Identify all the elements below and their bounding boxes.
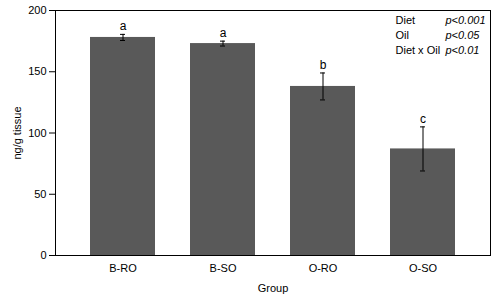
svg-text:Oil: Oil — [396, 29, 409, 41]
svg-text:p<0.001: p<0.001 — [445, 14, 486, 26]
svg-text:B-RO: B-RO — [109, 262, 137, 274]
svg-text:a: a — [220, 26, 227, 40]
svg-text:100: 100 — [28, 127, 46, 139]
svg-text:b: b — [320, 58, 327, 72]
svg-text:50: 50 — [34, 188, 46, 200]
svg-text:p<0.05: p<0.05 — [445, 29, 481, 41]
svg-text:a: a — [120, 19, 127, 33]
svg-text:p<0.01: p<0.01 — [445, 44, 480, 56]
svg-text:Group: Group — [258, 282, 289, 294]
svg-text:Diet: Diet — [396, 14, 416, 26]
svg-text:B-SO: B-SO — [210, 262, 237, 274]
svg-text:O-SO: O-SO — [409, 262, 438, 274]
svg-text:Diet x Oil: Diet x Oil — [396, 44, 441, 56]
svg-text:200: 200 — [28, 4, 46, 16]
svg-text:0: 0 — [40, 249, 46, 261]
svg-text:c: c — [420, 112, 426, 126]
svg-text:ng/g tissue: ng/g tissue — [11, 106, 23, 159]
svg-text:O-RO: O-RO — [309, 262, 338, 274]
svg-text:150: 150 — [28, 65, 46, 77]
